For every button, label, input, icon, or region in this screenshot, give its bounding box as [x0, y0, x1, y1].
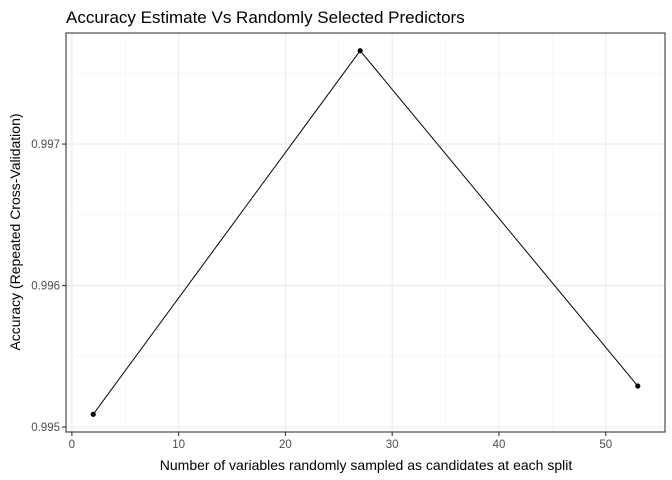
accuracy-series [90, 48, 641, 417]
x-tick-label: 40 [493, 439, 506, 451]
x-tick-label: 0 [69, 439, 75, 451]
plot-panel-border [65, 32, 666, 433]
data-point [635, 383, 641, 389]
x-axis-label: Number of variables randomly sampled as … [160, 457, 573, 473]
data-point [357, 48, 363, 54]
accuracy-line [92, 49, 639, 415]
y-tick-label: 0.996 [31, 281, 60, 293]
x-tick-label: 10 [172, 439, 185, 451]
y-axis-label: Accuracy (Repeated Cross-Validation) [7, 113, 23, 350]
y-axis: 0.995 0.996 0.997 [31, 139, 66, 434]
data-point [90, 411, 96, 417]
x-axis: 0 10 20 30 40 50 [69, 432, 612, 451]
x-tick-label: 30 [386, 439, 399, 451]
minor-gridlines [66, 33, 665, 432]
x-tick-label: 20 [279, 439, 292, 451]
chart-title: Accuracy Estimate Vs Randomly Selected P… [66, 8, 465, 27]
y-tick-label: 0.997 [31, 139, 60, 151]
y-tick-label: 0.995 [31, 422, 60, 434]
major-gridlines [66, 33, 665, 432]
x-tick-label: 50 [599, 439, 612, 451]
